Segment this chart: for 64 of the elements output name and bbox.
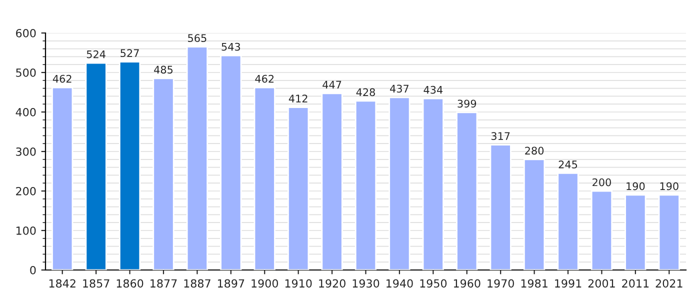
data-label: 437 — [390, 84, 409, 93]
data-label: 485 — [154, 66, 173, 74]
y-tick-label: 200 — [16, 186, 36, 196]
data-label: 543 — [222, 42, 240, 51]
data-label: 565 — [188, 34, 206, 42]
bar — [422, 98, 444, 270]
data-label: 200 — [592, 178, 611, 186]
bar — [152, 78, 174, 270]
bar — [85, 62, 107, 270]
y-tick-label: 0 — [30, 266, 36, 274]
data-label: 245 — [558, 160, 578, 168]
data-label: 428 — [356, 88, 375, 96]
bar — [220, 54, 242, 270]
x-tick-label: 1981 — [521, 279, 548, 288]
x-tick-label: 1877 — [150, 279, 177, 288]
y-tick-label: 600 — [16, 28, 36, 38]
bar — [288, 106, 310, 270]
x-tick-label: 2001 — [588, 279, 615, 288]
x-tick-label: 1960 — [454, 279, 480, 288]
data-label: 527 — [120, 49, 139, 58]
x-tick-label: 1940 — [386, 279, 413, 288]
x-tick-label: 1930 — [352, 279, 380, 288]
data-label: 462 — [255, 74, 274, 83]
data-label: 317 — [491, 132, 510, 140]
x-tick-label: 1900 — [252, 279, 278, 288]
y-tick-label: 300 — [16, 147, 36, 156]
x-tick-label: 1970 — [488, 279, 514, 288]
data-label: 447 — [322, 80, 342, 88]
data-label: 412 — [288, 94, 308, 102]
bar — [186, 46, 208, 270]
x-tick-label: 1857 — [83, 279, 110, 288]
data-label: 190 — [660, 182, 678, 190]
x-tick-label: 1910 — [285, 279, 312, 288]
y-tick-label: 500 — [16, 68, 36, 77]
bar — [624, 194, 646, 270]
data-label: 462 — [52, 74, 72, 83]
bar — [118, 61, 141, 270]
data-label: 524 — [86, 50, 106, 58]
bar — [456, 112, 478, 270]
bar — [590, 190, 613, 270]
bar — [388, 96, 410, 270]
y-tick-label: 400 — [16, 108, 36, 116]
data-label: 434 — [424, 86, 443, 94]
x-tick-label: 1860 — [116, 279, 144, 288]
data-label: 399 — [458, 100, 476, 108]
bar — [52, 86, 74, 270]
x-tick-label: 1950 — [420, 279, 447, 288]
x-tick-label: 1920 — [319, 279, 346, 288]
x-tick-label: 1842 — [49, 279, 76, 288]
bar — [321, 92, 343, 270]
bar — [557, 172, 579, 270]
bar — [523, 158, 546, 270]
x-tick-label: 1897 — [218, 279, 244, 288]
x-tick-label: 2021 — [656, 279, 682, 288]
data-label: 190 — [626, 182, 645, 190]
data-label: 280 — [525, 146, 544, 155]
x-tick-label: 1887 — [184, 279, 210, 288]
y-tick-label: 100 — [16, 226, 36, 235]
x-tick-label: 1991 — [555, 279, 582, 288]
bar — [354, 100, 377, 270]
x-tick-label: 2011 — [622, 279, 649, 288]
bar — [658, 194, 680, 270]
bar — [490, 144, 512, 270]
bar — [254, 86, 276, 270]
